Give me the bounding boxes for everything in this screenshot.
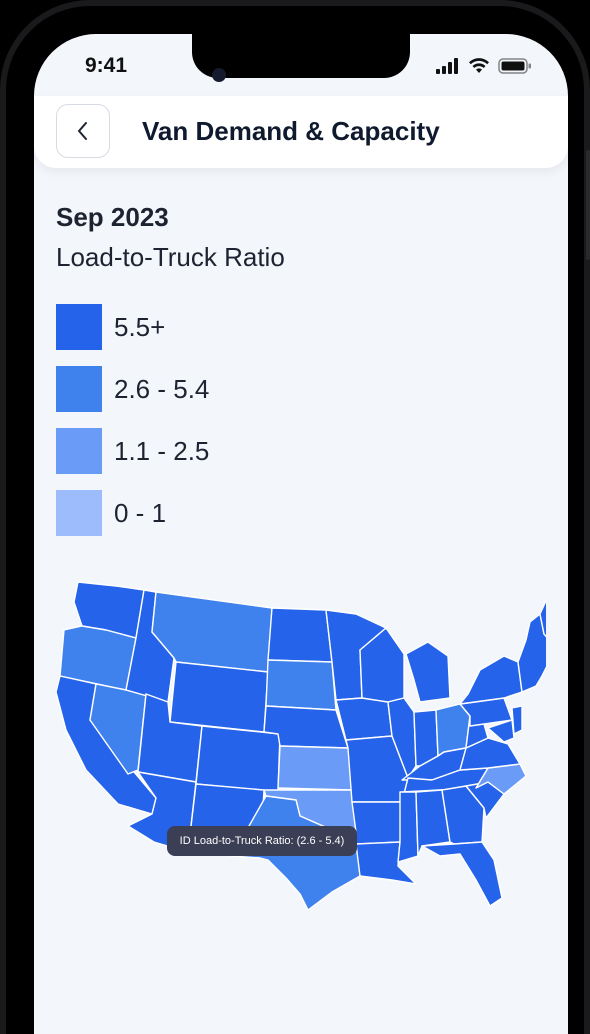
map-tooltip: ID Load-to-Truck Ratio: (2.6 - 5.4) — [167, 826, 357, 856]
state-ny[interactable] — [459, 655, 523, 705]
legend-label: 2.6 - 5.4 — [114, 373, 210, 404]
wifi-icon — [469, 58, 489, 73]
chevron-left-icon — [78, 122, 87, 140]
legend-label: 0 - 1 — [114, 497, 167, 528]
notch — [192, 34, 410, 78]
state-ks[interactable] — [277, 745, 353, 791]
state-nj[interactable] — [511, 705, 523, 735]
map-legend: 5.5+ 2.6 - 5.4 1.1 - 2.5 0 - 1 — [56, 304, 209, 552]
page-title: Van Demand & Capacity — [142, 116, 440, 146]
state-al[interactable] — [415, 789, 451, 857]
phone-bezel: 9:41 — [6, 6, 584, 1034]
legend-swatch — [56, 490, 102, 536]
app-header: Van Demand & Capacity — [34, 96, 568, 168]
status-icons — [436, 58, 532, 74]
state-me[interactable] — [539, 592, 546, 648]
state-new-england[interactable] — [517, 613, 546, 693]
side-button — [586, 150, 590, 260]
status-bar: 9:41 — [34, 34, 568, 96]
state-ia[interactable] — [335, 697, 393, 741]
camera-icon — [212, 68, 226, 82]
state-ar[interactable] — [351, 801, 403, 845]
state-fl[interactable] — [421, 841, 503, 907]
state-sd[interactable] — [265, 659, 337, 711]
state-ms[interactable] — [397, 791, 419, 863]
period-label: Sep 2023 — [56, 202, 169, 232]
legend-swatch — [56, 428, 102, 474]
legend-item: 1.1 - 2.5 — [56, 428, 209, 474]
state-nd[interactable] — [267, 607, 333, 663]
state-co[interactable] — [195, 725, 281, 793]
battery-icon — [498, 58, 531, 74]
legend-swatch — [56, 366, 102, 412]
legend-item: 5.5+ — [56, 304, 209, 350]
state-wy[interactable] — [169, 661, 269, 733]
legend-label: 1.1 - 2.5 — [114, 435, 210, 466]
state-de-md[interactable] — [487, 719, 515, 743]
back-button[interactable] — [56, 104, 110, 158]
legend-item: 0 - 1 — [56, 490, 209, 536]
us-choropleth-map — [56, 581, 546, 910]
metric-label: Load-to-Truck Ratio — [56, 242, 285, 272]
legend-swatch — [56, 304, 102, 350]
legend-item: 2.6 - 5.4 — [56, 366, 209, 412]
status-time: 9:41 — [85, 54, 128, 77]
screen: 9:41 — [34, 34, 568, 1034]
state-mi[interactable] — [405, 641, 451, 703]
legend-label: 5.5+ — [114, 311, 166, 342]
signal-icon — [436, 58, 458, 74]
